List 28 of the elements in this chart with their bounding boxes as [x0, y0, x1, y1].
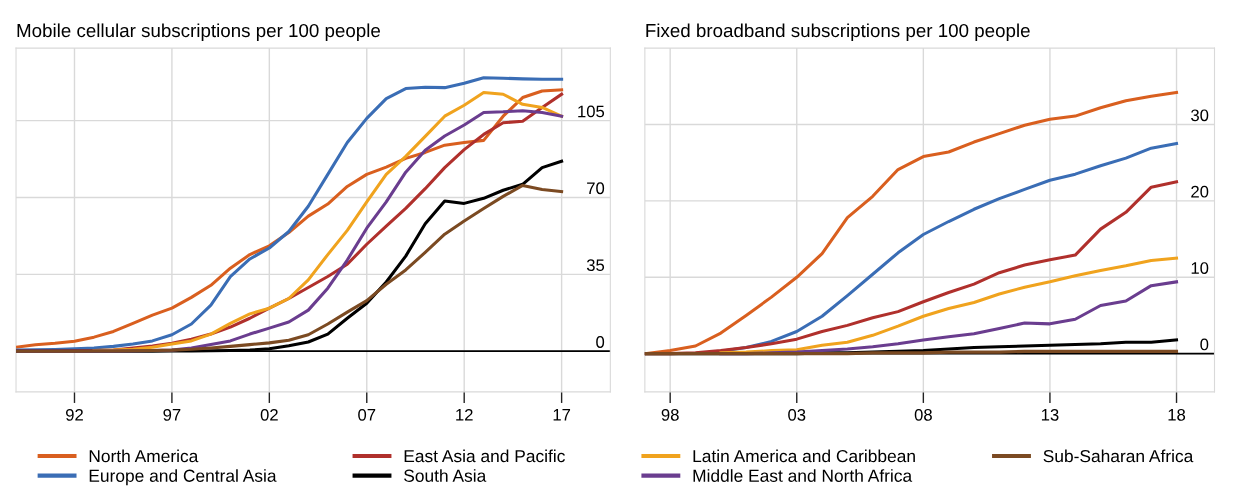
x-tick-label: 08	[914, 408, 932, 421]
chart-title: Fixed broadband subscriptions per 100 people	[646, 23, 1030, 41]
x-tick-label: 13	[1041, 408, 1059, 421]
chart-title: Mobile cellular subscriptions per 100 people	[17, 23, 380, 41]
legend-label: South Asia	[404, 469, 487, 482]
legend-label: Sub-Saharan Africa	[1043, 449, 1194, 463]
x-tick-label: 17	[553, 409, 571, 421]
x-tick-label: 07	[358, 408, 376, 421]
legend-label: Europe and Central Asia	[89, 469, 277, 486]
y-tick-label: 0	[1200, 338, 1209, 351]
y-tick-label: 70	[587, 182, 605, 195]
y-tick-label: 10	[1191, 262, 1209, 274]
x-tick-label: 02	[260, 408, 278, 421]
x-tick-label: 12	[456, 408, 473, 421]
y-tick-label: 20	[1191, 185, 1209, 198]
x-tick-label: 98	[661, 408, 679, 421]
y-tick-label: 0	[596, 336, 605, 348]
x-tick-label: 18	[1168, 408, 1186, 421]
y-tick-label: 30	[1191, 109, 1209, 122]
y-tick-label: 35	[586, 259, 605, 272]
x-tick-label: 92	[66, 408, 83, 421]
x-tick-label: 03	[788, 408, 806, 421]
x-tick-label: 97	[163, 408, 181, 421]
legend-label: Middle East and North Africa	[693, 469, 913, 482]
legend-label: North America	[89, 449, 199, 463]
legend-label: East Asia and Pacific	[404, 449, 565, 463]
legend-label: Latin America and Caribbean	[693, 449, 915, 463]
y-tick-label: 105	[578, 105, 605, 118]
